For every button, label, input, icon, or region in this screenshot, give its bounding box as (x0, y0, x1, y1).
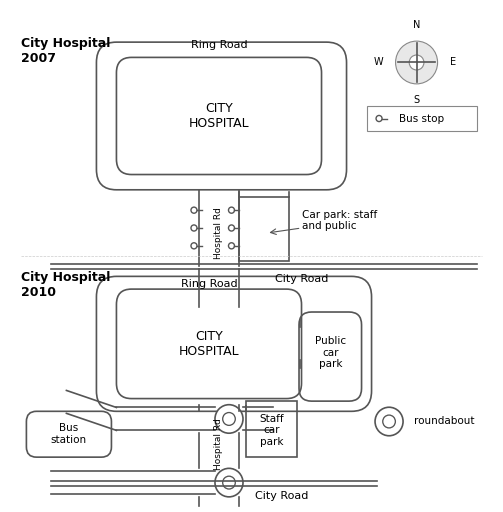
Text: Ring Road: Ring Road (181, 279, 237, 289)
Text: Hospital Rd: Hospital Rd (214, 207, 223, 259)
Text: Bus
station: Bus station (51, 423, 87, 445)
Text: S: S (413, 95, 420, 104)
Text: Ring Road: Ring Road (191, 39, 247, 50)
Text: roundabout: roundabout (414, 416, 475, 426)
Text: Hospital Rd: Hospital Rd (214, 418, 223, 471)
Text: CITY
HOSPITAL: CITY HOSPITAL (179, 330, 239, 357)
Text: Bus stop: Bus stop (399, 114, 444, 123)
Circle shape (376, 115, 382, 121)
Text: City Road: City Road (255, 491, 308, 501)
Text: City Road: City Road (275, 274, 328, 284)
Circle shape (375, 407, 403, 436)
Text: N: N (413, 20, 421, 30)
Circle shape (228, 207, 234, 213)
Circle shape (191, 207, 197, 213)
Bar (239, 198, 289, 261)
Bar (246, 401, 297, 457)
Circle shape (383, 415, 395, 428)
Circle shape (215, 468, 243, 497)
Circle shape (395, 41, 438, 84)
Circle shape (215, 404, 243, 433)
Circle shape (223, 413, 235, 425)
Text: City Hospital
2010: City Hospital 2010 (22, 271, 111, 300)
Circle shape (191, 243, 197, 249)
Circle shape (223, 476, 235, 489)
Text: E: E (450, 57, 456, 68)
Text: City Hospital
2007: City Hospital 2007 (22, 37, 111, 65)
Text: W: W (373, 57, 383, 68)
Circle shape (191, 225, 197, 231)
Text: Public
car
park: Public car park (315, 336, 346, 369)
Text: CITY
HOSPITAL: CITY HOSPITAL (189, 102, 249, 130)
Circle shape (228, 225, 234, 231)
Text: Car park: staff
and public: Car park: staff and public (301, 209, 377, 231)
Text: Staff
car
park: Staff car park (259, 414, 284, 447)
Circle shape (409, 55, 424, 70)
Circle shape (228, 243, 234, 249)
Bar (367, 106, 477, 131)
